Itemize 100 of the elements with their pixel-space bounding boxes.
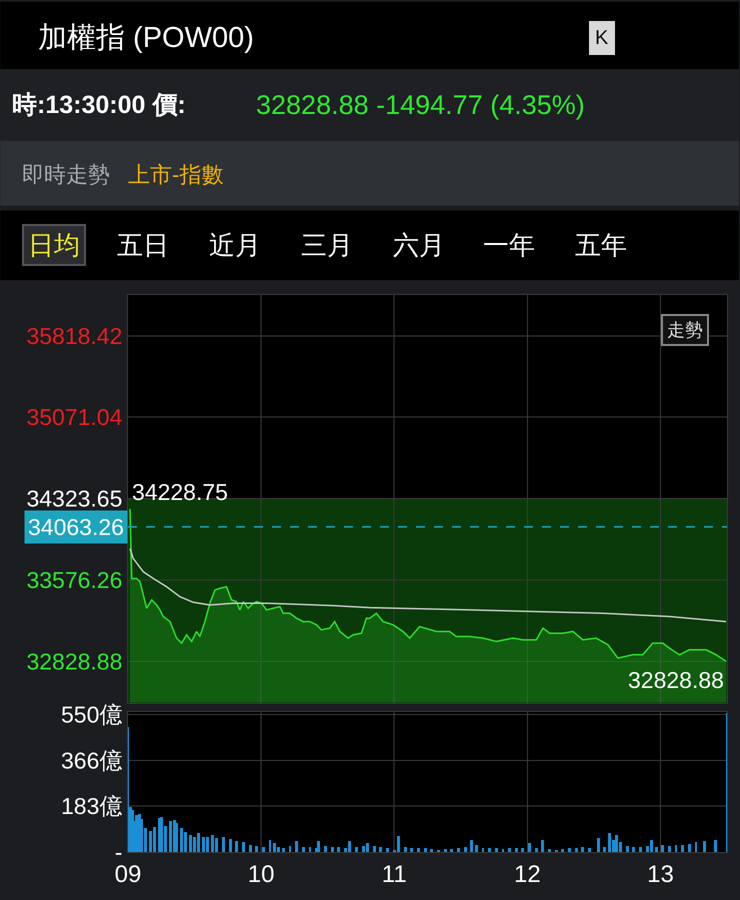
bar (262, 846, 265, 852)
bar (386, 848, 389, 852)
bar (675, 844, 677, 852)
text: 六月 (393, 230, 445, 260)
text: 一年 (483, 230, 535, 260)
bar (695, 842, 697, 852)
bar (650, 840, 653, 852)
bar (149, 830, 152, 852)
annotation: 34228.75 (132, 479, 228, 505)
bar (681, 844, 684, 852)
bar (317, 840, 320, 852)
bar (180, 828, 183, 852)
bar (703, 840, 706, 852)
bar (528, 842, 531, 852)
bar (269, 840, 271, 852)
bar (561, 848, 564, 852)
bar (324, 846, 327, 852)
bar (153, 826, 156, 852)
y-tick-label: 550億 (61, 701, 122, 728)
chart-title: 加權指 (POW00) (38, 22, 254, 54)
bar (464, 846, 467, 852)
text: 近月 (209, 230, 261, 260)
bar (160, 816, 163, 852)
bar (568, 848, 571, 852)
bar (639, 846, 642, 852)
bar (242, 842, 245, 852)
bar (508, 848, 511, 852)
bar (184, 832, 187, 852)
annotation: 32828.88 (628, 667, 724, 693)
bar (282, 848, 285, 852)
x-tick-label: 13 (647, 860, 674, 888)
bar (197, 832, 200, 852)
bar (597, 838, 600, 852)
bar (521, 848, 524, 852)
y-tick-label: 33576.26 (26, 566, 122, 593)
bar (202, 836, 205, 852)
bar (608, 832, 611, 852)
y-tick-label: 35071.04 (26, 404, 123, 430)
y-tick-label: 366億 (61, 747, 122, 774)
bar (615, 834, 618, 852)
bar (215, 838, 218, 852)
x-tick-label: 10 (248, 860, 274, 888)
chart-subtitle: 時:13:30:00 價: (12, 91, 186, 119)
bar (337, 846, 340, 852)
bar (348, 840, 351, 852)
bar (235, 840, 238, 852)
bar (470, 840, 473, 852)
x-tick-label: 11 (382, 860, 407, 888)
text: K (595, 27, 609, 49)
bar (417, 848, 420, 852)
bar (193, 836, 196, 852)
bar (541, 840, 544, 852)
bar (366, 842, 369, 852)
bar (575, 848, 578, 852)
text: 32828.88 -1494.77 (4.35%) (256, 90, 585, 120)
bar (229, 838, 232, 852)
bar (255, 846, 258, 852)
bar (158, 818, 160, 852)
bar (588, 848, 591, 852)
bar (189, 834, 192, 852)
bar (249, 844, 252, 852)
bar (688, 844, 691, 852)
bar (289, 846, 291, 852)
x-tick-label: 12 (514, 860, 541, 888)
bar (655, 846, 658, 852)
bar (175, 822, 178, 852)
bar (457, 848, 460, 852)
text: 日均 (28, 230, 80, 260)
bar (581, 846, 584, 852)
bar (603, 846, 606, 852)
bar (410, 848, 413, 852)
bar (206, 836, 209, 852)
bar (397, 836, 400, 852)
bar (302, 846, 305, 852)
line-series (129, 548, 727, 622)
text: 即時走勢 (22, 162, 110, 187)
y-tick-label: 35818.42 (26, 322, 122, 349)
bar (373, 846, 376, 852)
bar (502, 848, 504, 852)
bar (211, 834, 214, 852)
text: 五年 (575, 230, 627, 260)
bar (362, 846, 365, 852)
bar (404, 846, 407, 852)
text: 三月 (301, 230, 353, 260)
bar (515, 848, 518, 852)
text: 五日 (117, 230, 169, 260)
bar (668, 846, 671, 852)
bar (430, 848, 433, 852)
bar (482, 848, 484, 852)
bar (331, 846, 334, 852)
y-tick-label: 32828.88 (26, 648, 122, 674)
bar (626, 846, 629, 852)
bar (424, 848, 427, 852)
bar (475, 844, 478, 852)
bar (277, 846, 280, 852)
text: 上市-指數 (128, 162, 224, 187)
bar (661, 844, 664, 852)
annotation: 走勢 (667, 320, 703, 340)
bar (169, 820, 172, 852)
bar (273, 842, 276, 852)
